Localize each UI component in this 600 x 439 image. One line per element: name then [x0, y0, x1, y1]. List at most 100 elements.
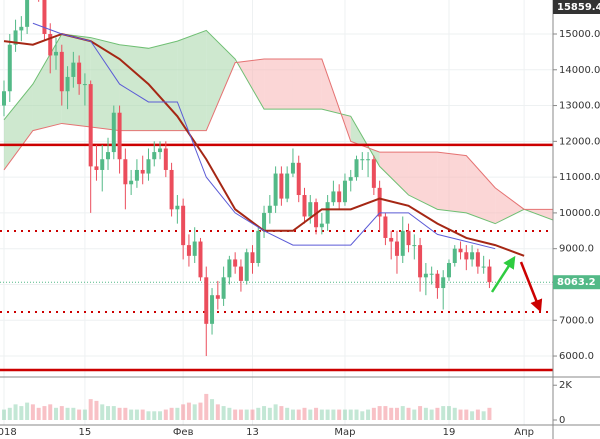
- candle-body: [238, 266, 243, 281]
- cloud-segment: [177, 30, 207, 131]
- candle-body: [82, 84, 87, 86]
- candle-body: [429, 273, 434, 275]
- y-tick-label: 10000.0: [559, 208, 600, 219]
- volume-bar: [146, 411, 151, 420]
- volume-bar: [342, 409, 347, 420]
- volume-bar: [487, 407, 492, 420]
- volume-bar: [308, 409, 313, 420]
- forecast-arrow-up: [490, 255, 516, 293]
- volume-bar: [435, 407, 440, 420]
- candle-body: [481, 266, 486, 268]
- volume-bar: [42, 406, 47, 420]
- volume-bar: [412, 409, 417, 420]
- volume-bar: [215, 404, 220, 420]
- volume-bar: [233, 409, 238, 420]
- candle-body: [7, 44, 12, 92]
- y-tick-label: 15000.0: [559, 29, 600, 40]
- volume-bar: [452, 407, 457, 420]
- candle-body: [354, 159, 359, 178]
- volume-bar: [400, 406, 405, 420]
- cloud-segment: [437, 152, 467, 213]
- candle-body: [348, 177, 353, 181]
- volume-tick-label: 0: [559, 415, 565, 426]
- candle-body: [163, 148, 168, 170]
- x-tick-label: 13: [246, 427, 259, 438]
- candle-body: [302, 195, 307, 217]
- volume-bar: [290, 409, 295, 420]
- candle-body: [140, 169, 145, 174]
- volume-bar: [7, 407, 12, 420]
- x-tick-label: Мар: [334, 427, 355, 438]
- cloud-segment: [61, 33, 91, 128]
- candle-body: [65, 76, 70, 92]
- price-box: [553, 275, 600, 290]
- volume-bar: [48, 404, 53, 420]
- volume-bar: [481, 411, 486, 420]
- price-box-label: 15859.4: [557, 2, 600, 13]
- candle-body: [19, 26, 24, 31]
- y-tick-label: 12000.0: [559, 136, 600, 147]
- cloud-segment: [148, 41, 178, 131]
- volume-bar: [2, 409, 6, 420]
- volume-bar: [446, 406, 451, 420]
- candle-body: [221, 277, 226, 299]
- candle-body: [464, 252, 469, 260]
- x-tick-label: Апр: [514, 427, 534, 438]
- volume-bar: [296, 409, 301, 420]
- volume-bar: [360, 411, 365, 420]
- candle-body: [181, 205, 186, 246]
- cloud-segment: [408, 152, 438, 210]
- volume-bar: [331, 409, 336, 420]
- x-tick-label: Фев: [173, 427, 194, 438]
- cloud-segment: [466, 155, 496, 224]
- candle-body: [250, 252, 255, 264]
- candle-body: [54, 51, 59, 56]
- volume-bar: [117, 407, 122, 420]
- volume-bar: [371, 407, 376, 420]
- volume-bar: [441, 406, 446, 420]
- volume-bar: [279, 406, 284, 420]
- volume-bar: [210, 399, 215, 420]
- volume-bar: [94, 400, 99, 420]
- volume-tick-label: 2K: [559, 380, 572, 391]
- candle-body: [452, 248, 457, 264]
- volume-bar: [152, 411, 157, 420]
- volume-bar: [82, 409, 87, 420]
- candle-body: [279, 173, 284, 199]
- volume-bar: [186, 402, 191, 420]
- volume-bar: [140, 409, 145, 420]
- candle-body: [389, 237, 394, 242]
- volume-bar: [134, 409, 139, 420]
- volume-bar: [250, 409, 255, 420]
- cloud-segment: [90, 37, 120, 131]
- volume-bar: [192, 404, 197, 420]
- candle-body: [308, 202, 313, 217]
- candle-body: [377, 187, 382, 217]
- cloud-line: [3, 29, 553, 225]
- candle-body: [227, 259, 232, 278]
- candle-body: [123, 159, 128, 185]
- candle-body: [296, 162, 301, 196]
- x-tick-label: 15: [79, 427, 92, 438]
- volume-bar: [77, 409, 82, 420]
- candle-body: [111, 112, 116, 153]
- volume-bar: [54, 407, 59, 420]
- volume-bar: [111, 406, 116, 420]
- volume-bar: [302, 407, 307, 420]
- candle-body: [210, 295, 215, 324]
- candle-body: [244, 252, 249, 281]
- volume-bar: [285, 407, 290, 420]
- candle-body: [342, 180, 347, 203]
- y-tick-label: 11000.0: [559, 172, 600, 183]
- candle-body: [400, 230, 405, 256]
- candle-body: [42, 0, 47, 34]
- volume-bar: [423, 407, 428, 420]
- volume-bar: [314, 407, 319, 420]
- y-tick-label: 6000.0: [559, 351, 594, 362]
- candle-body: [204, 277, 209, 324]
- candle-body: [458, 248, 463, 253]
- candle-body: [418, 245, 423, 278]
- candle-body: [360, 159, 365, 161]
- volume-bar: [325, 409, 330, 420]
